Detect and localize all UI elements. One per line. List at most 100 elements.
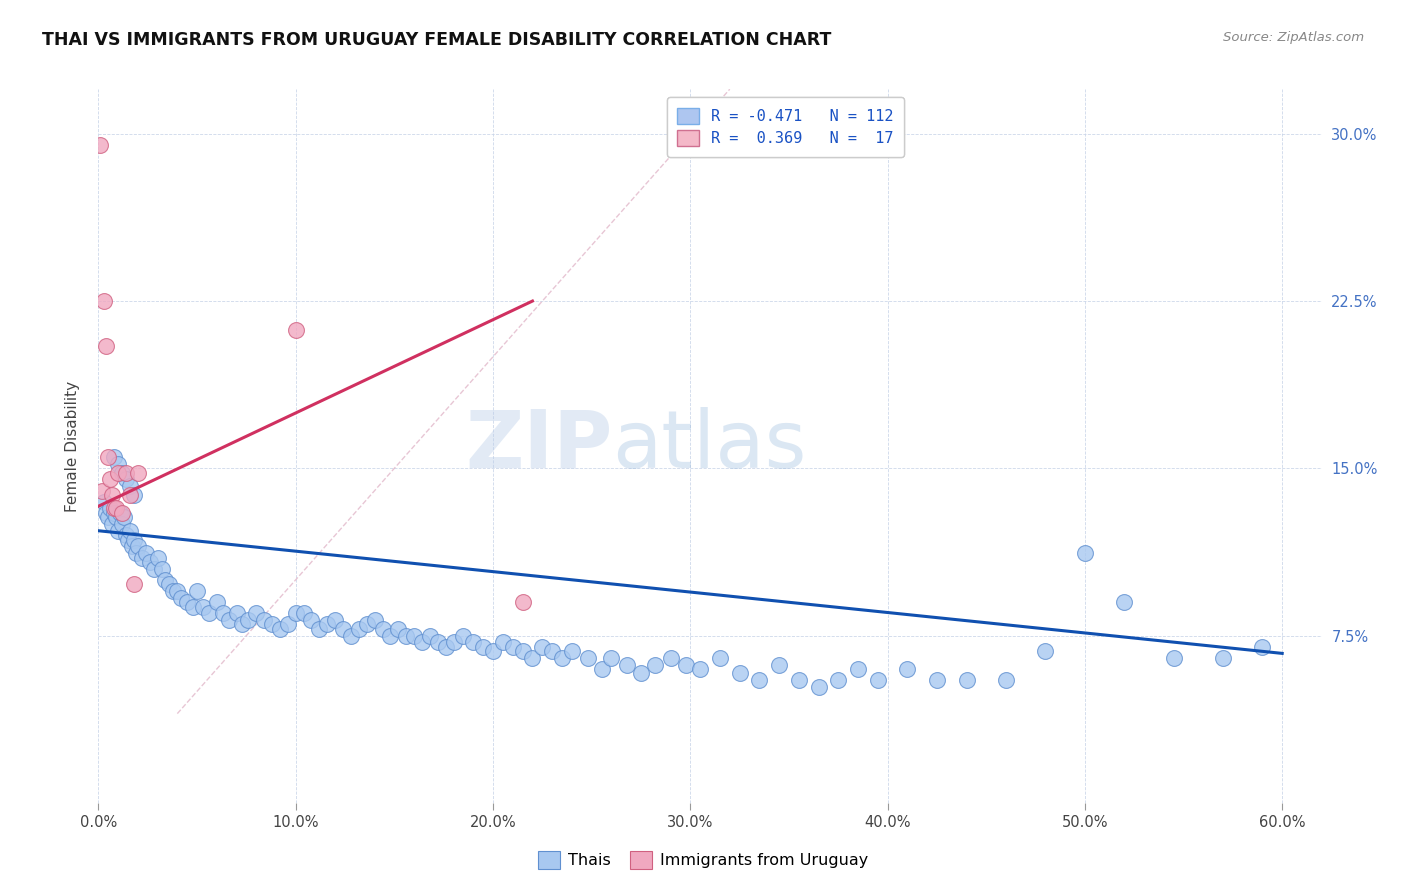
Point [146,550,169,565]
Point [591,662,613,676]
Point [846,662,869,676]
Point [994,673,1017,687]
Point [404,628,426,642]
Point [122,533,145,547]
Point [1074,546,1097,560]
Point [531,640,554,654]
Point [115,528,138,542]
Point [97,510,120,524]
Point [231,617,253,632]
Point [115,473,138,487]
Point [181,599,204,614]
Point [101,488,124,502]
Point [269,622,291,636]
Point [600,651,623,665]
Point [675,657,697,672]
Point [191,599,214,614]
Point [103,506,125,520]
Point [97,450,120,465]
Point [111,466,134,480]
Point [512,595,534,609]
Point [159,577,181,591]
Point [340,628,363,642]
Point [150,562,173,576]
Point [284,607,307,621]
Point [105,510,128,524]
Point [807,680,830,694]
Point [107,466,129,480]
Point [363,613,385,627]
Point [308,622,330,636]
Point [176,595,198,609]
Point [411,635,433,649]
Point [166,583,188,598]
Point [347,622,370,636]
Point [108,506,131,520]
Point [118,479,141,493]
Point [443,635,465,649]
Point [1251,640,1274,654]
Point [512,644,534,658]
Point [218,613,240,627]
Point [426,635,449,649]
Point [91,483,114,498]
Point [96,338,118,352]
Point [103,450,125,465]
Point [170,591,193,605]
Point [709,651,731,665]
Point [118,488,141,502]
Point [121,539,143,553]
Point [768,657,790,672]
Text: THAI VS IMMIGRANTS FROM URUGUAY FEMALE DISABILITY CORRELATION CHART: THAI VS IMMIGRANTS FROM URUGUAY FEMALE D… [42,31,831,49]
Point [419,628,441,642]
Point [93,293,115,308]
Point [125,546,148,560]
Text: atlas: atlas [612,407,807,485]
Point [127,539,149,553]
Point [748,673,770,687]
Point [205,595,228,609]
Point [115,466,138,480]
Point [253,613,276,627]
Point [117,533,139,547]
Point [122,577,145,591]
Point [301,613,323,627]
Point [135,546,157,560]
Point [292,607,315,621]
Point [162,583,184,598]
Point [107,457,129,471]
Point [98,473,121,487]
Point [112,510,135,524]
Point [277,617,299,632]
Point [492,635,515,649]
Point [225,607,247,621]
Point [186,583,208,598]
Y-axis label: Female Disability: Female Disability [65,380,80,512]
Point [142,562,165,576]
Point [787,673,810,687]
Point [131,550,153,565]
Point [89,138,111,153]
Point [118,524,141,538]
Point [1035,644,1057,658]
Text: Source: ZipAtlas.com: Source: ZipAtlas.com [1223,31,1364,45]
Point [1163,651,1185,665]
Point [728,666,751,681]
Point [630,666,652,681]
Point [93,494,115,508]
Point [659,651,682,665]
Point [896,662,918,676]
Point [122,488,145,502]
Point [238,613,260,627]
Point [434,640,457,654]
Point [955,673,977,687]
Point [98,501,121,516]
Point [111,517,134,532]
Point [644,657,666,672]
Point [127,466,149,480]
Point [284,323,307,337]
Point [1114,595,1136,609]
Point [371,622,394,636]
Point [561,644,583,658]
Point [316,617,339,632]
